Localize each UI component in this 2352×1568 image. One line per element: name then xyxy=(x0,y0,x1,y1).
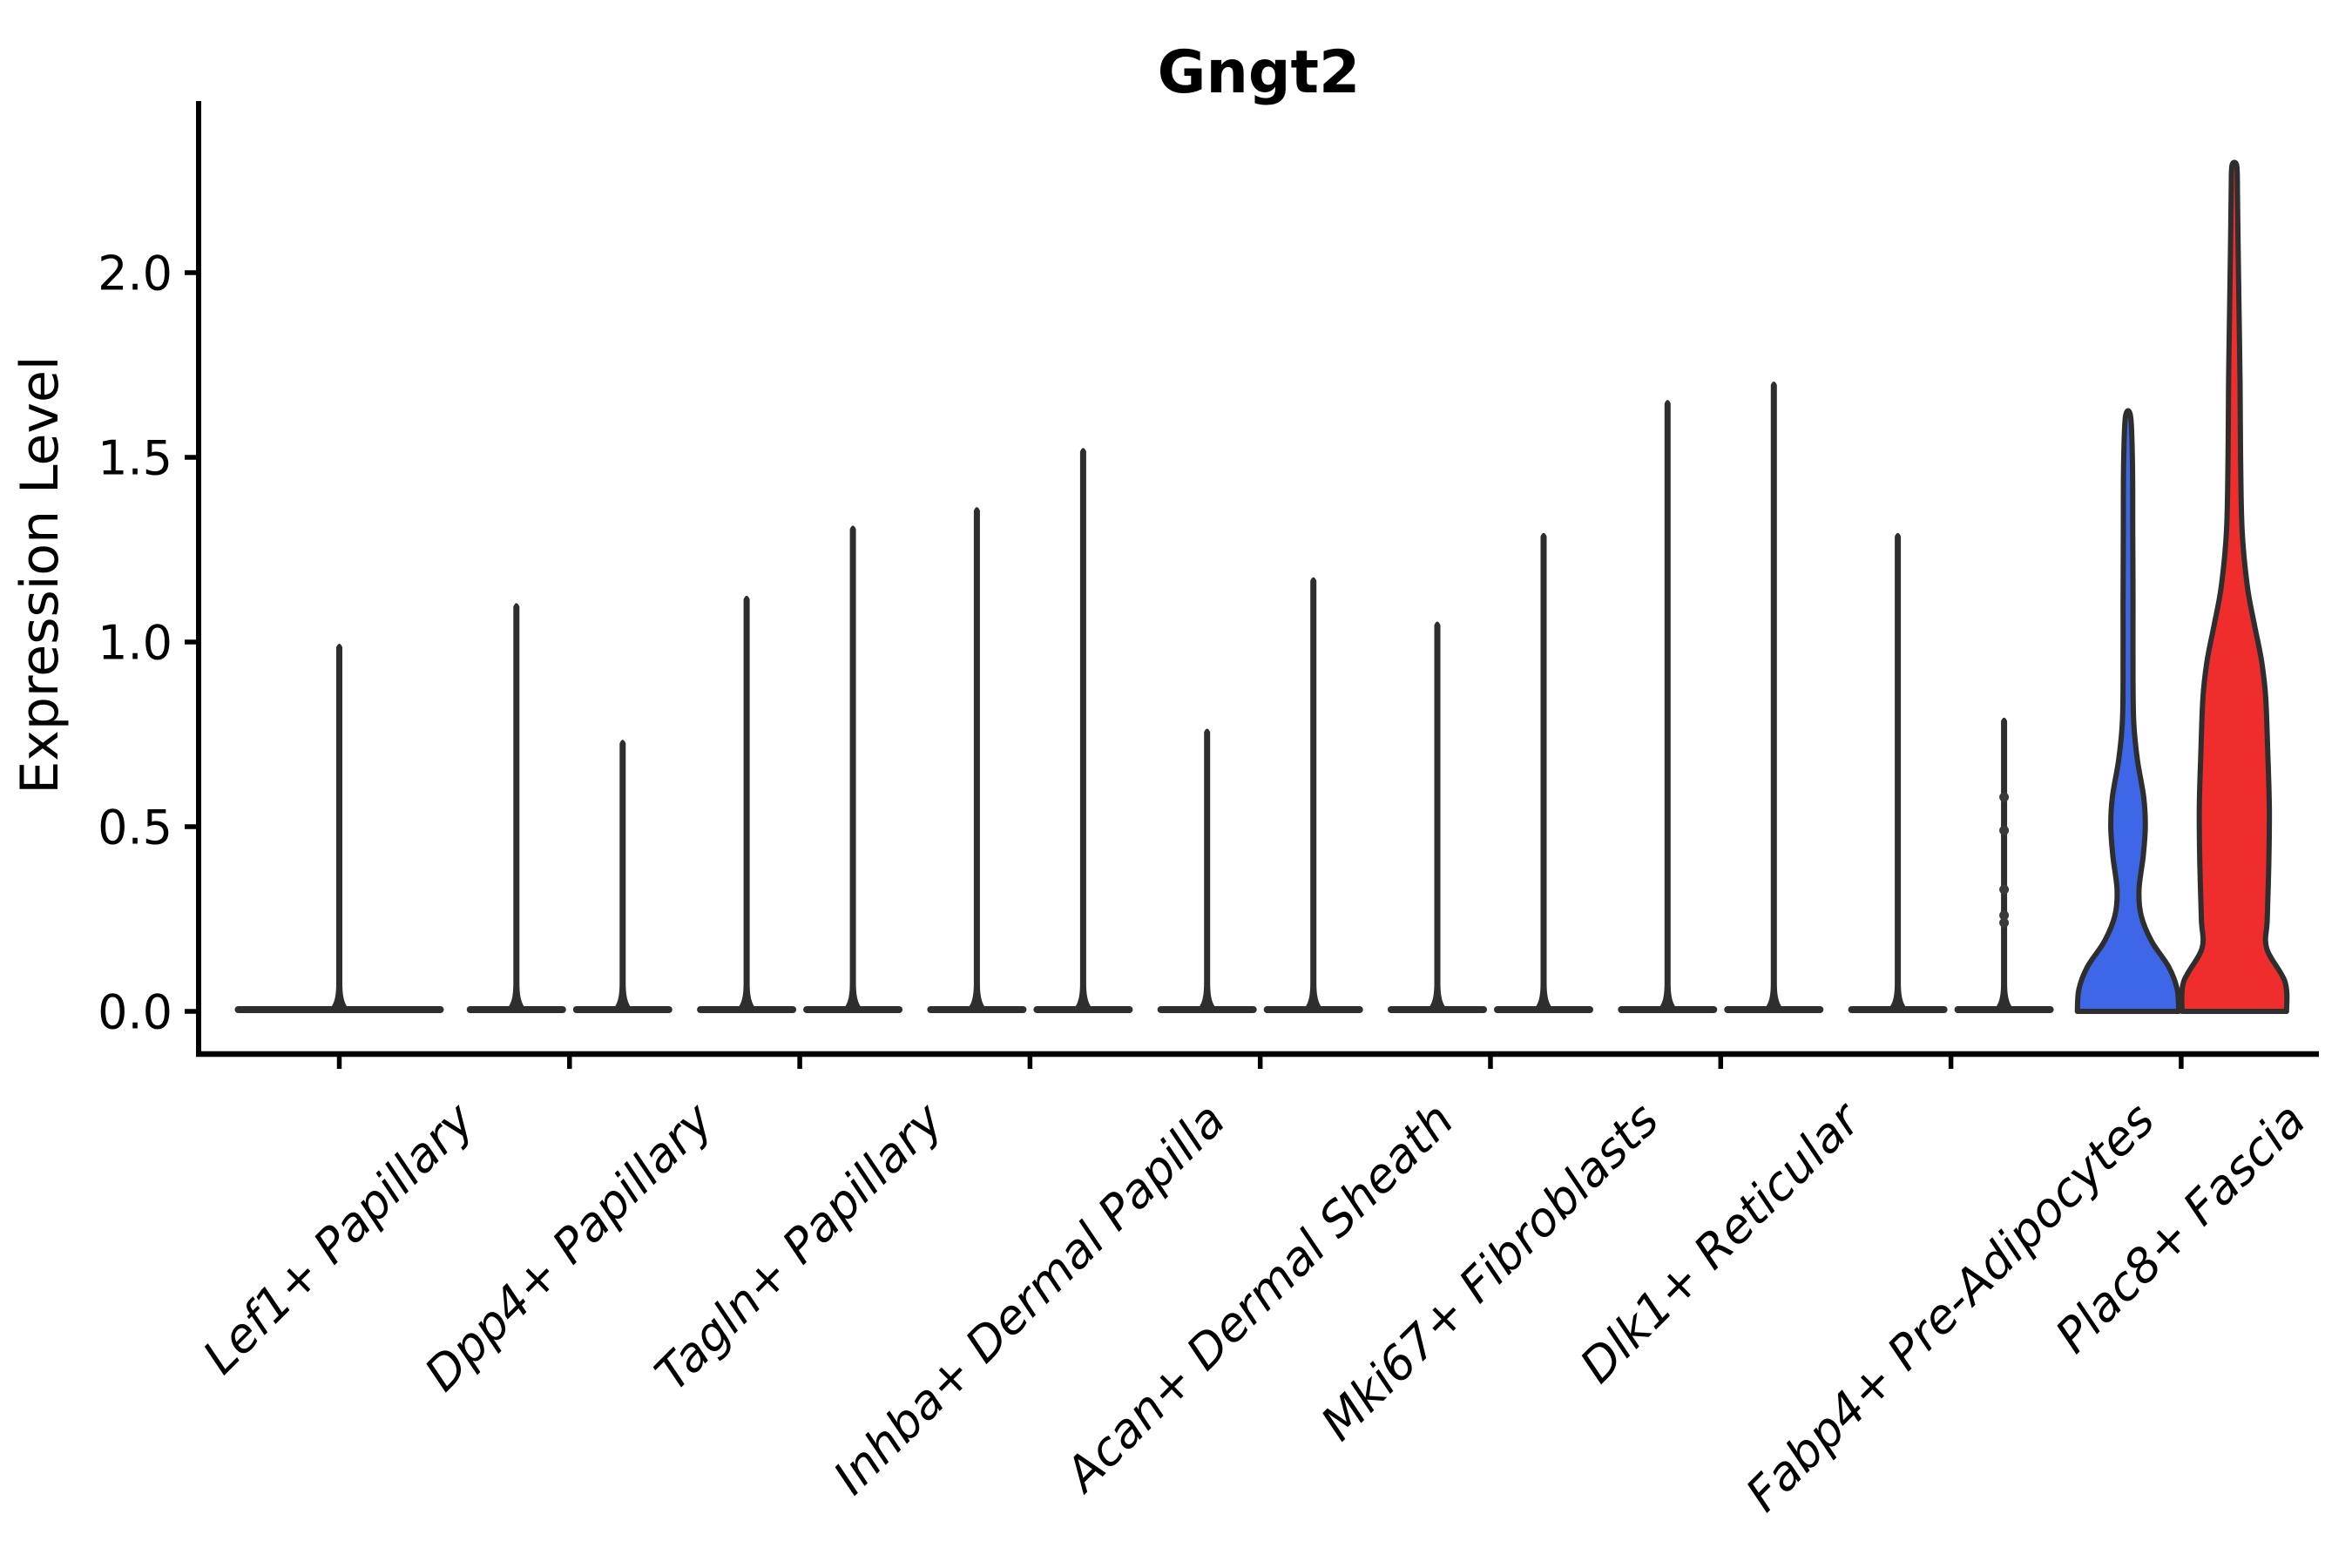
violin-spike-dlk1-reticular-left xyxy=(1654,400,1681,1012)
y-tick-label-1.0: 1.0 xyxy=(98,615,172,670)
violin-spike-mki67-fibroblasts-left xyxy=(1424,621,1450,1012)
violin-spike-dlk1-reticular-right xyxy=(1761,381,1788,1013)
chart-title: Gngt2 xyxy=(1158,38,1361,107)
violin-spike-mki67-fibroblasts-right xyxy=(1531,532,1557,1012)
cell-point-fabp4-pre-adipocytes-right-0 xyxy=(1999,792,2010,802)
x-tick-label-4: Acan+ Dermal Sheath xyxy=(1053,1092,1464,1504)
cell-point-fabp4-pre-adipocytes-right-1 xyxy=(1999,825,2010,835)
violin-spike-inhba-dermal-papilla-left xyxy=(963,507,990,1012)
violin-spike-lef1-papillary-center xyxy=(326,644,353,1012)
y-tick-label-0.0: 0.0 xyxy=(98,984,172,1039)
violin-spike-acan-dermal-sheath-right xyxy=(1300,577,1327,1012)
violin-spike-acan-dermal-sheath-left xyxy=(1193,728,1220,1012)
y-tick-label-2.0: 2.0 xyxy=(98,246,172,301)
violins-layer xyxy=(234,159,2290,1014)
x-tick-label-5: Mki67+ Fibroblasts xyxy=(1310,1092,1669,1451)
violin-spike-dpp4-papillary-left xyxy=(503,603,530,1012)
y-axis-label: Expression Level xyxy=(10,355,71,794)
y-tick-label-0.5: 0.5 xyxy=(98,800,172,855)
violin-spike-inhba-dermal-papilla-right xyxy=(1070,448,1097,1012)
violin-spike-fabp4-pre-adipocytes-left xyxy=(1884,532,1911,1012)
violin-filled-plac8-fascia-right xyxy=(2179,159,2290,1014)
cell-point-fabp4-pre-adipocytes-right-4 xyxy=(1999,917,2010,928)
violin-spike-dpp4-papillary-right xyxy=(609,740,636,1012)
violin-filled-plac8-fascia-left xyxy=(2074,408,2182,1014)
violin-spike-tagln-papillary-right xyxy=(840,525,867,1012)
cell-point-fabp4-pre-adipocytes-right-2 xyxy=(1999,884,2010,895)
cell-point-fabp4-pre-adipocytes-right-3 xyxy=(1999,910,2010,921)
violin-spike-tagln-papillary-left xyxy=(733,595,760,1012)
violin-spike-fabp4-pre-adipocytes-right xyxy=(1990,717,2017,1012)
y-tick-label-1.5: 1.5 xyxy=(98,430,172,485)
